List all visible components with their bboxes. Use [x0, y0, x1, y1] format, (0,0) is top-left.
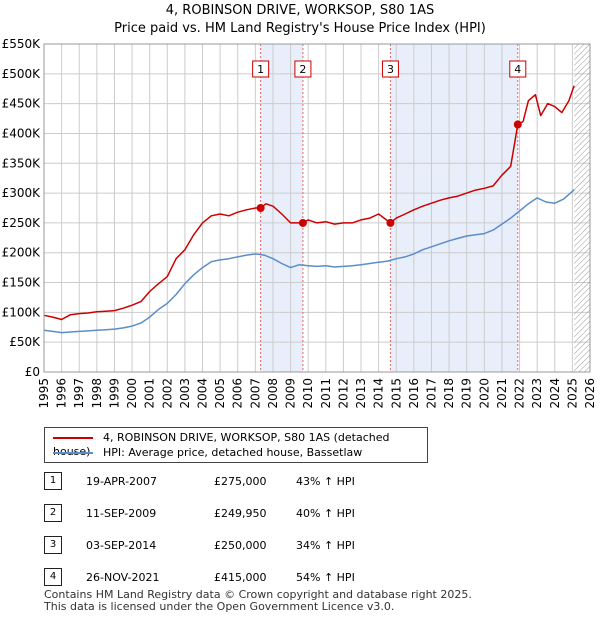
- sale-price: £415,000: [214, 571, 267, 584]
- y-tick-label: £0: [25, 365, 40, 379]
- plot-frame: [43, 43, 591, 373]
- shaded-period: [390, 44, 518, 372]
- sale-number-badge: 3: [44, 536, 62, 554]
- y-tick-label: £350K: [2, 156, 42, 170]
- y-tick-label: £150K: [2, 276, 42, 290]
- sale-price: £250,000: [214, 539, 267, 552]
- x-tick-label: 2001: [143, 378, 157, 409]
- legend-hpi-swatch: [53, 452, 93, 454]
- x-tick-label: 2026: [583, 378, 597, 409]
- sale-marker-label: 3: [387, 63, 394, 76]
- y-tick-label: £200K: [2, 246, 42, 260]
- forecast-hatch: [574, 44, 590, 372]
- x-tick-label: 2018: [442, 378, 456, 409]
- x-tick-label: 2017: [424, 378, 438, 409]
- footer-line-2: This data is licensed under the Open Gov…: [44, 600, 395, 613]
- hpi-line: [43, 188, 575, 334]
- y-tick-label: £100K: [2, 305, 42, 319]
- sale-price: £249,950: [214, 507, 267, 520]
- sale-marker-box: [294, 60, 312, 78]
- x-tick-label: 2023: [530, 378, 544, 409]
- x-tick-label: 2014: [372, 378, 386, 409]
- sale-price: £275,000: [214, 475, 267, 488]
- y-tick-label: £450K: [2, 97, 42, 111]
- chart-title: 4, ROBINSON DRIVE, WORKSOP, S80 1AS Pric…: [0, 2, 600, 38]
- sale-marker-label: 1: [257, 63, 264, 76]
- sale-row: 3 03-SEP-2014 £250,000 34% ↑ HPI: [44, 536, 404, 556]
- title-line-2: Price paid vs. HM Land Registry's House …: [114, 21, 486, 36]
- x-tick-label: 2020: [477, 378, 491, 409]
- sale-marker-label: 2: [299, 63, 306, 76]
- sale-point: [386, 218, 395, 227]
- x-tick-label: 2008: [266, 378, 280, 409]
- sale-marker-box: [509, 60, 527, 78]
- sale-row: 1 19-APR-2007 £275,000 43% ↑ HPI: [44, 472, 404, 492]
- sale-point: [298, 218, 307, 227]
- sale-row: 4 26-NOV-2021 £415,000 54% ↑ HPI: [44, 568, 404, 588]
- legend-property-label: 4, ROBINSON DRIVE, WORKSOP, S80 1AS (det…: [53, 431, 390, 458]
- x-tick-label: 2012: [336, 378, 350, 409]
- x-tick-label: 2006: [231, 378, 245, 409]
- legend-hpi-label: HPI: Average price, detached house, Bass…: [103, 446, 363, 459]
- sale-marker-box: [252, 60, 270, 78]
- sale-hpi-change: 43% ↑ HPI: [296, 475, 355, 488]
- x-tick-label: 2016: [407, 378, 421, 409]
- sale-date: 11-SEP-2009: [86, 507, 157, 520]
- x-tick-label: 2024: [548, 378, 562, 409]
- x-tick-label: 2011: [319, 378, 333, 409]
- chart-legend: 4, ROBINSON DRIVE, WORKSOP, S80 1AS (det…: [44, 427, 428, 463]
- y-tick-label: £400K: [2, 126, 42, 140]
- x-tick-label: 2007: [248, 378, 262, 409]
- x-tick-label: 2005: [213, 378, 227, 409]
- legend-item-property: 4, ROBINSON DRIVE, WORKSOP, S80 1AS (det…: [53, 431, 427, 458]
- x-tick-label: 2010: [301, 378, 315, 409]
- y-tick-label: £250K: [2, 216, 42, 230]
- x-tick-label: 2025: [565, 378, 579, 409]
- x-tick-label: 1997: [72, 378, 86, 409]
- x-tick-label: 2004: [196, 378, 210, 409]
- x-tick-label: 2022: [513, 378, 527, 409]
- sale-hpi-change: 54% ↑ HPI: [296, 571, 355, 584]
- x-tick-label: 2000: [125, 378, 139, 409]
- x-tick-label: 2003: [178, 378, 192, 409]
- x-tick-label: 2015: [389, 378, 403, 409]
- x-tick-label: 1995: [37, 378, 51, 409]
- x-tick-label: 2009: [284, 378, 298, 409]
- sale-number-badge: 1: [44, 472, 62, 490]
- title-line-1: 4, ROBINSON DRIVE, WORKSOP, S80 1AS: [165, 3, 435, 18]
- x-tick-label: 1996: [55, 378, 69, 409]
- sale-date: 03-SEP-2014: [86, 539, 157, 552]
- sale-number-badge: 2: [44, 504, 62, 522]
- property-price-line: [43, 85, 575, 321]
- y-tick-label: £300K: [2, 186, 42, 200]
- sale-row: 2 11-SEP-2009 £249,950 40% ↑ HPI: [44, 504, 404, 524]
- sale-hpi-change: 40% ↑ HPI: [296, 507, 355, 520]
- y-tick-label: £550K: [2, 37, 42, 51]
- x-tick-label: 2021: [495, 378, 509, 409]
- x-tick-label: 2013: [354, 378, 368, 409]
- sale-hpi-change: 34% ↑ HPI: [296, 539, 355, 552]
- footer-line-1: Contains HM Land Registry data © Crown c…: [44, 588, 472, 601]
- sale-number-badge: 4: [44, 568, 62, 586]
- sale-point: [513, 120, 522, 129]
- y-tick-label: £500K: [2, 67, 42, 81]
- x-tick-label: 2019: [460, 378, 474, 409]
- price-chart: 1 2 3 4 £0 £50K £100K £150K £200K £250K £300K £350…: [2, 37, 597, 409]
- y-tick-label: £50K: [9, 335, 41, 349]
- sale-date: 19-APR-2007: [86, 475, 158, 488]
- shaded-period: [260, 44, 303, 372]
- sale-marker-label: 4: [514, 63, 521, 76]
- x-tick-label: 2002: [160, 378, 174, 409]
- x-tick-label: 1998: [90, 378, 104, 409]
- sale-date: 26-NOV-2021: [86, 571, 160, 584]
- legend-item-hpi: HPI: Average price, detached house, Bass…: [53, 446, 362, 460]
- x-tick-label: 1999: [107, 378, 121, 409]
- sale-marker-box: [381, 60, 399, 78]
- legend-property-swatch: [53, 437, 93, 439]
- sale-point: [256, 204, 265, 212]
- footer-attribution: Contains HM Land Registry data © Crown c…: [44, 589, 472, 613]
